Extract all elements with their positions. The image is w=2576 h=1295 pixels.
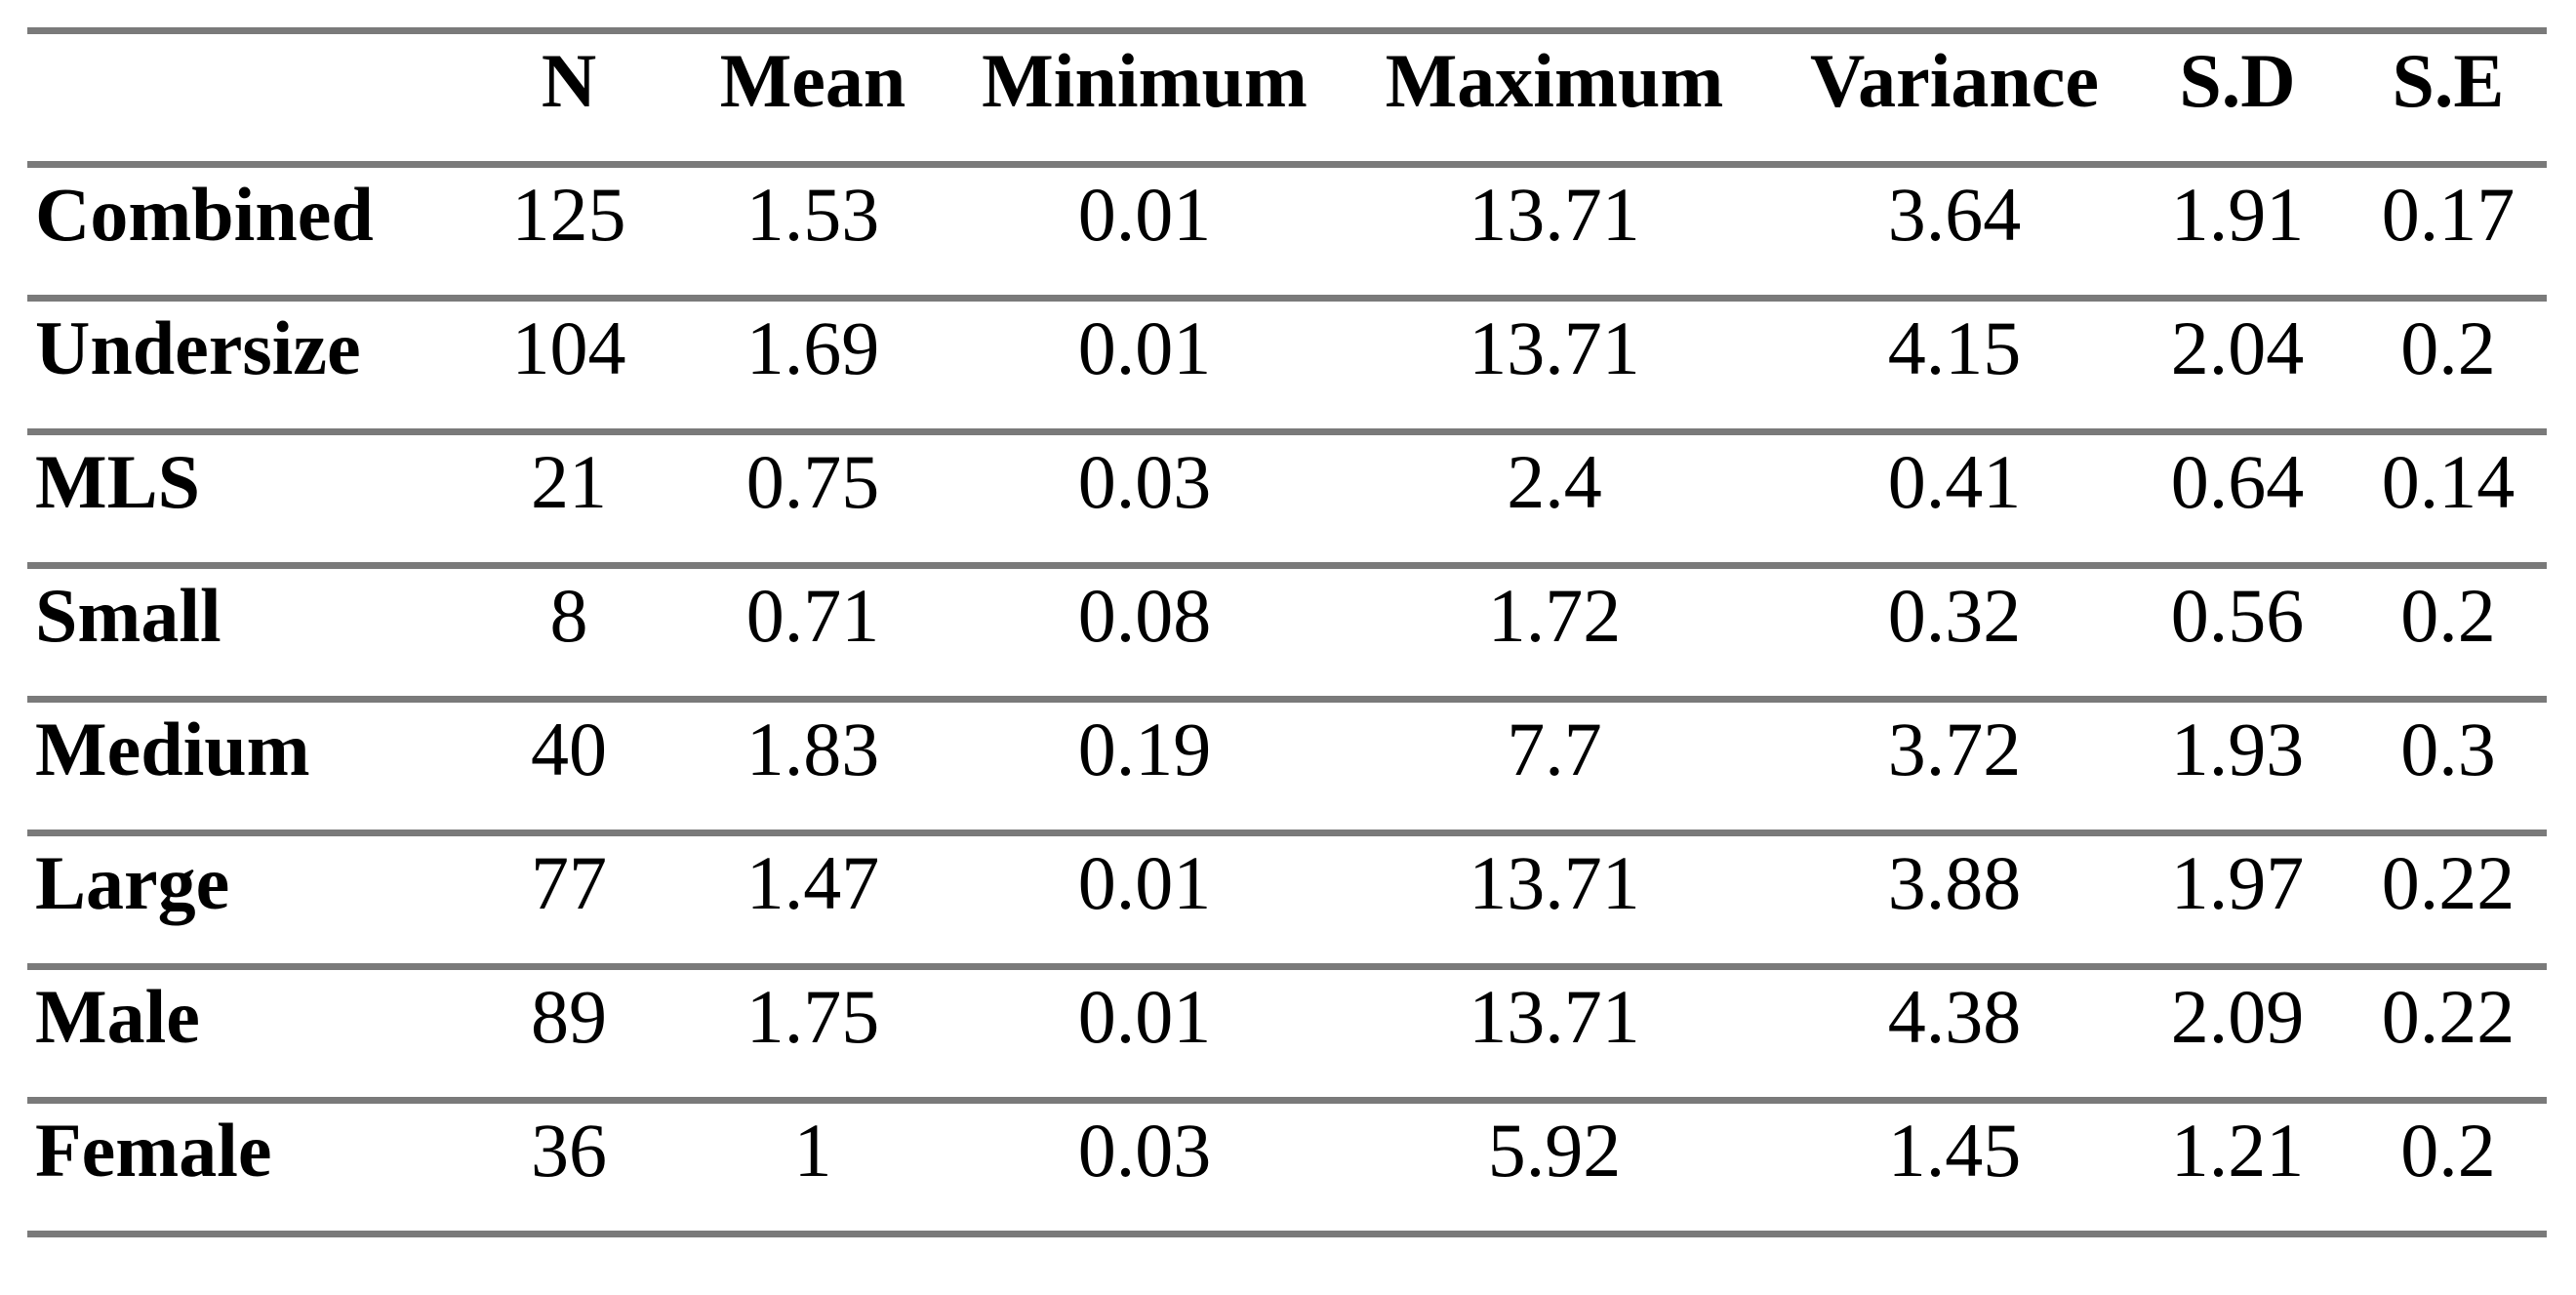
cell-value: 0.17 — [2381, 172, 2516, 257]
cell-value: 13.71 — [1469, 840, 1640, 925]
cell-value: 77 — [531, 840, 607, 925]
row-label: Female — [35, 1108, 272, 1193]
header-n: N — [541, 38, 597, 123]
cell-value: 104 — [511, 305, 626, 390]
cell-value: 36 — [531, 1108, 607, 1193]
cell-value: 0.01 — [1077, 172, 1212, 257]
cell-value: 13.71 — [1469, 974, 1640, 1059]
cell-value: 5.92 — [1487, 1108, 1622, 1193]
cell-value: 0.3 — [2400, 707, 2496, 791]
cell-value: 3.88 — [1887, 840, 2022, 925]
cell-value: 0.03 — [1077, 1108, 1212, 1193]
header-blank — [27, 31, 476, 165]
header-variance: Variance — [1809, 38, 2100, 123]
cell-value: 1.47 — [745, 840, 880, 925]
table-row: Large 77 1.47 0.01 13.71 3.88 1.97 0.22 — [27, 833, 2547, 967]
cell-value: 8 — [549, 573, 588, 658]
cell-value: 1.97 — [2170, 840, 2305, 925]
cell-value: 1 — [793, 1108, 832, 1193]
row-label: MLS — [35, 439, 201, 524]
cell-value: 0.71 — [745, 573, 880, 658]
statistics-table: N Mean Minimum Maximum Variance S.D S.E … — [27, 27, 2547, 1237]
cell-value: 0.2 — [2400, 573, 2496, 658]
cell-value: 1.93 — [2170, 707, 2305, 791]
cell-value: 2.09 — [2170, 974, 2305, 1059]
header-minimum: Minimum — [982, 38, 1308, 123]
cell-value: 0.22 — [2381, 974, 2516, 1059]
cell-value: 7.7 — [1507, 707, 1602, 791]
cell-value: 1.91 — [2170, 172, 2305, 257]
cell-value: 13.71 — [1469, 305, 1640, 390]
cell-value: 1.72 — [1487, 573, 1622, 658]
cell-value: 1.69 — [745, 305, 880, 390]
row-label: Small — [35, 573, 221, 658]
row-label: Large — [35, 840, 230, 925]
cell-value: 0.22 — [2381, 840, 2516, 925]
table-body: Combined 125 1.53 0.01 13.71 3.64 1.91 0.17 Unde… — [27, 165, 2547, 1234]
cell-value: 4.38 — [1887, 974, 2022, 1059]
cell-value: 0.19 — [1077, 707, 1212, 791]
cell-value: 1.45 — [1887, 1108, 2022, 1193]
cell-value: 0.2 — [2400, 1108, 2496, 1193]
cell-value: 2.4 — [1507, 439, 1602, 524]
table-row: Combined 125 1.53 0.01 13.71 3.64 1.91 0.17 — [27, 165, 2547, 299]
cell-value: 89 — [531, 974, 607, 1059]
header-maximum: Maximum — [1385, 38, 1724, 123]
cell-value: 13.71 — [1469, 172, 1640, 257]
table-row: Female 36 1 0.03 5.92 1.45 1.21 0.2 — [27, 1101, 2547, 1234]
table-row: MLS 21 0.75 0.03 2.4 0.41 0.64 0.14 — [27, 432, 2547, 566]
cell-value: 1.83 — [745, 707, 880, 791]
header-sd: S.D — [2179, 38, 2296, 123]
cell-value: 0.01 — [1077, 840, 1212, 925]
cell-value: 125 — [511, 172, 626, 257]
header-se: S.E — [2392, 38, 2505, 123]
header-mean: Mean — [719, 38, 906, 123]
cell-value: 1.53 — [745, 172, 880, 257]
cell-value: 40 — [531, 707, 607, 791]
table-header: N Mean Minimum Maximum Variance S.D S.E — [27, 31, 2547, 165]
header-row: N Mean Minimum Maximum Variance S.D S.E — [27, 31, 2547, 165]
cell-value: 0.75 — [745, 439, 880, 524]
cell-value: 4.15 — [1887, 305, 2022, 390]
cell-value: 0.2 — [2400, 305, 2496, 390]
cell-value: 2.04 — [2170, 305, 2305, 390]
table-row: Male 89 1.75 0.01 13.71 4.38 2.09 0.22 — [27, 967, 2547, 1101]
cell-value: 1.75 — [745, 974, 880, 1059]
cell-value: 0.03 — [1077, 439, 1212, 524]
table-row: Medium 40 1.83 0.19 7.7 3.72 1.93 0.3 — [27, 700, 2547, 833]
row-label: Male — [35, 974, 200, 1059]
table-row: Undersize 104 1.69 0.01 13.71 4.15 2.04 0.2 — [27, 299, 2547, 432]
cell-value: 0.41 — [1887, 439, 2022, 524]
cell-value: 3.72 — [1887, 707, 2022, 791]
row-label: Undersize — [35, 305, 361, 390]
cell-value: 3.64 — [1887, 172, 2022, 257]
row-label: Medium — [35, 707, 310, 791]
cell-value: 1.21 — [2170, 1108, 2305, 1193]
cell-value: 0.32 — [1887, 573, 2022, 658]
table-row: Small 8 0.71 0.08 1.72 0.32 0.56 0.2 — [27, 566, 2547, 700]
cell-value: 0.14 — [2381, 439, 2516, 524]
row-label: Combined — [35, 172, 374, 257]
cell-value: 0.01 — [1077, 974, 1212, 1059]
cell-value: 0.08 — [1077, 573, 1212, 658]
cell-value: 0.64 — [2170, 439, 2305, 524]
cell-value: 0.56 — [2170, 573, 2305, 658]
cell-value: 0.01 — [1077, 305, 1212, 390]
cell-value: 21 — [531, 439, 607, 524]
